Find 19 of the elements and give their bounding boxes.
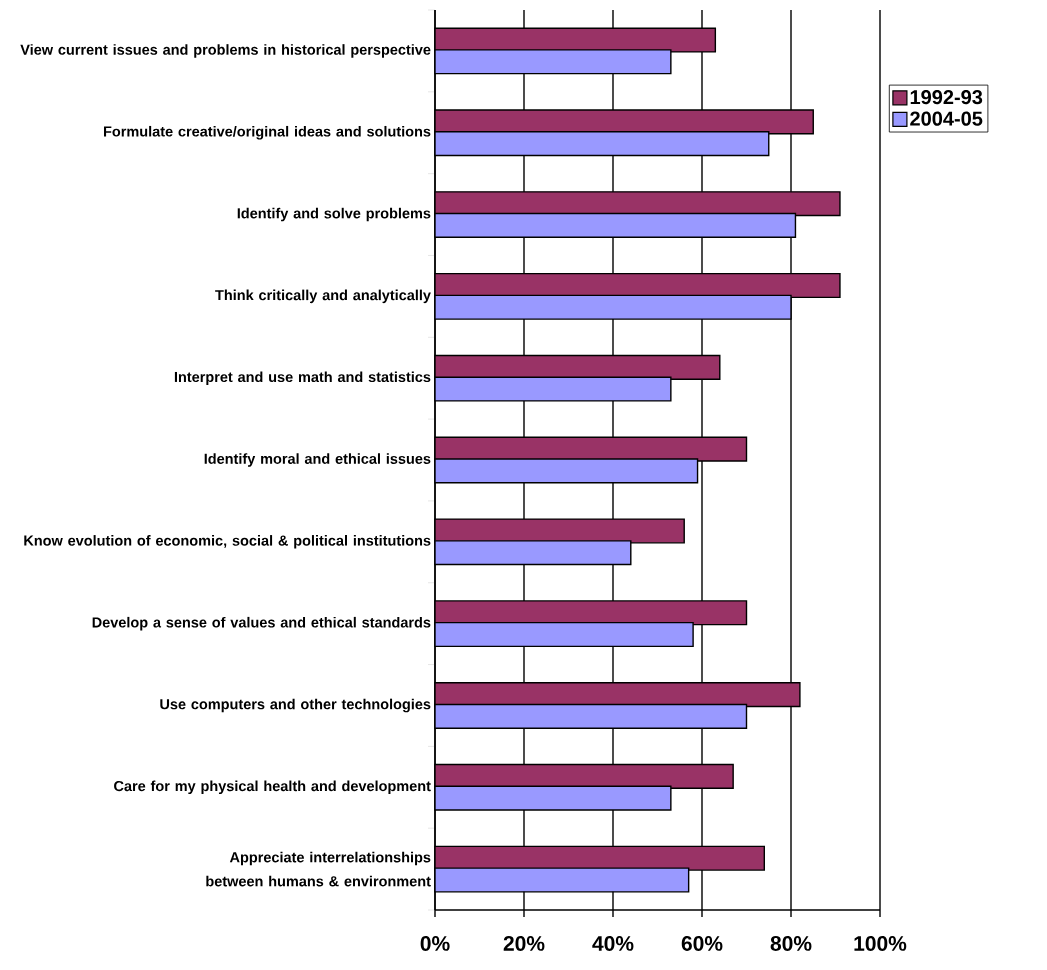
x-tick-label: 100% xyxy=(854,936,907,951)
x-tick-label: 20% xyxy=(503,936,545,951)
y-tick-label: Develop a sense of values and ethical standards xyxy=(92,616,431,631)
legend-label: 2004-05 xyxy=(910,111,983,126)
y-tick-label: View current issues and problems in historical perspective xyxy=(20,44,431,58)
y-tick-label: Know evolution of economic, social & political institutions xyxy=(24,535,431,549)
x-tick-label: 60% xyxy=(681,936,723,951)
y-tick-label: Identify moral and ethical issues xyxy=(204,453,431,467)
y-tick-label: Use computers and other technologies xyxy=(160,698,431,713)
x-tick-label: 40% xyxy=(592,936,634,951)
x-tick-label: 80% xyxy=(770,936,812,951)
y-tick-label: Interpret and use math and statistics xyxy=(174,371,431,385)
x-tick-label: 0% xyxy=(420,936,450,951)
y-tick-label: Appreciate interrelationships between humans & environment xyxy=(206,851,431,887)
legend-label: 1992-93 xyxy=(910,90,983,105)
y-tick-label: Identify and solve problems xyxy=(237,207,431,222)
y-tick-label: Care for my physical health and development xyxy=(114,780,431,795)
y-tick-label: Think critically and analytically xyxy=(215,289,431,304)
y-tick-label: Formulate creative/original ideas and solutions xyxy=(104,125,431,140)
